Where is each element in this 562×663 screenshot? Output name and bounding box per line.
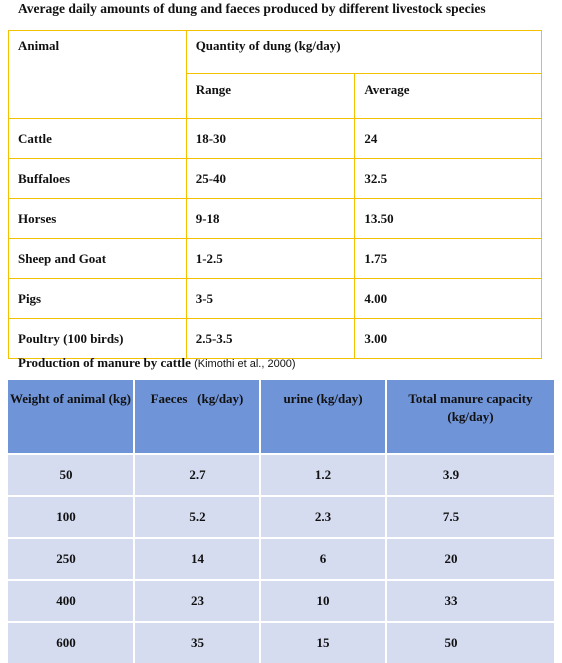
range-cell: 2.5-3.5 bbox=[185, 318, 356, 359]
animal-cell: Cattle bbox=[8, 118, 187, 159]
average-cell: 3.00 bbox=[354, 318, 542, 359]
table-row: Pigs 3-5 4.00 bbox=[8, 278, 542, 319]
manure-table: Weight of animal (kg) Faeces (kg/day) ur… bbox=[8, 380, 554, 663]
table2-citation: (Kimothi et al., 2000) bbox=[194, 358, 296, 370]
faeces-cell: 35 bbox=[134, 621, 261, 663]
faeces-cell: 2.7 bbox=[134, 453, 261, 496]
header-range: Range bbox=[185, 73, 356, 119]
header-average: Average bbox=[354, 73, 542, 119]
range-cell: 18-30 bbox=[185, 118, 356, 159]
average-cell: 1.75 bbox=[354, 238, 542, 279]
urine-cell: 15 bbox=[260, 621, 387, 663]
table-row: Horses 9-18 13.50 bbox=[8, 198, 542, 239]
table-row: 400 23 10 33 bbox=[8, 579, 554, 622]
faeces-cell: 23 bbox=[134, 579, 261, 622]
table-row: 100 5.2 2.3 7.5 bbox=[8, 495, 554, 538]
table-row: 50 2.7 1.2 3.9 bbox=[8, 453, 554, 496]
urine-cell: 1.2 bbox=[260, 453, 387, 496]
table-row: 250 14 6 20 bbox=[8, 537, 554, 580]
table2-title-text: Production of manure by cattle bbox=[18, 355, 191, 370]
animal-cell: Horses bbox=[8, 198, 187, 239]
faeces-cell: 5.2 bbox=[134, 495, 261, 538]
header-total: Total manure capacity (kg/day) bbox=[386, 380, 554, 454]
table-row: Poultry (100 birds) 2.5-3.5 3.00 bbox=[8, 318, 542, 359]
urine-cell: 6 bbox=[260, 537, 387, 580]
table-row: Buffaloes 25-40 32.5 bbox=[8, 158, 542, 199]
weight-cell: 250 bbox=[8, 537, 135, 580]
weight-cell: 600 bbox=[8, 621, 135, 663]
table-row: Cattle 18-30 24 bbox=[8, 118, 542, 159]
weight-cell: 400 bbox=[8, 579, 135, 622]
animal-cell: Poultry (100 birds) bbox=[8, 318, 187, 359]
header-faeces: Faeces (kg/day) bbox=[134, 380, 261, 454]
faeces-cell: 14 bbox=[134, 537, 261, 580]
dung-table: Animal Quantity of dung (kg/day) Range A… bbox=[8, 29, 543, 359]
animal-cell: Buffaloes bbox=[8, 158, 187, 199]
table2-title: Production of manure by cattle (Kimothi … bbox=[18, 355, 296, 371]
range-cell: 3-5 bbox=[185, 278, 356, 319]
urine-cell: 2.3 bbox=[260, 495, 387, 538]
total-cell: 33 bbox=[386, 579, 554, 622]
table-row: Sheep and Goat 1-2.5 1.75 bbox=[8, 238, 542, 279]
weight-cell: 50 bbox=[8, 453, 135, 496]
urine-cell: 10 bbox=[260, 579, 387, 622]
header-animal: Animal bbox=[8, 30, 187, 119]
table1-title: Average daily amounts of dung and faeces… bbox=[18, 1, 486, 16]
total-cell: 20 bbox=[386, 537, 554, 580]
header-weight: Weight of animal (kg) bbox=[8, 380, 135, 454]
animal-cell: Pigs bbox=[8, 278, 187, 319]
animal-cell: Sheep and Goat bbox=[8, 238, 187, 279]
average-cell: 32.5 bbox=[354, 158, 542, 199]
weight-cell: 100 bbox=[8, 495, 135, 538]
total-cell: 7.5 bbox=[386, 495, 554, 538]
range-cell: 1-2.5 bbox=[185, 238, 356, 279]
average-cell: 24 bbox=[354, 118, 542, 159]
header-quantity: Quantity of dung (kg/day) bbox=[185, 29, 543, 75]
total-cell: 50 bbox=[386, 621, 554, 663]
header-row: Weight of animal (kg) Faeces (kg/day) ur… bbox=[8, 380, 554, 454]
range-cell: 9-18 bbox=[185, 198, 356, 239]
table-row: 600 35 15 50 bbox=[8, 621, 554, 663]
average-cell: 4.00 bbox=[354, 278, 542, 319]
range-cell: 25-40 bbox=[185, 158, 356, 199]
total-cell: 3.9 bbox=[386, 453, 554, 496]
average-cell: 13.50 bbox=[354, 198, 542, 239]
header-urine: urine (kg/day) bbox=[260, 380, 387, 454]
